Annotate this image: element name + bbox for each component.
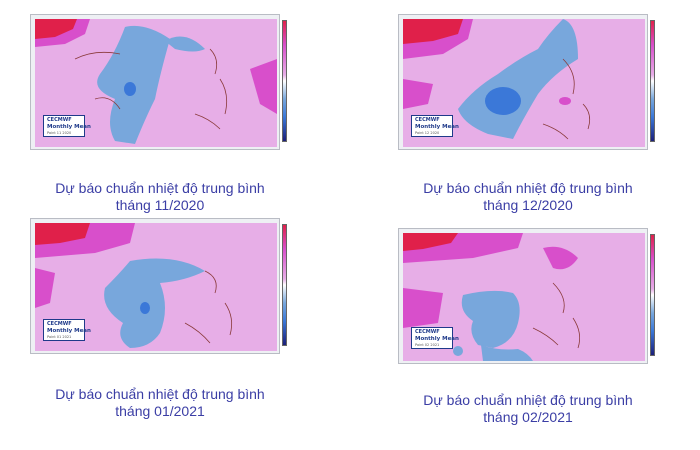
map-frame: CECMWF Monthly Mean Point 01 2021 xyxy=(30,218,280,354)
map-frame: CECMWF Monthly Mean Point 11 2020 xyxy=(30,14,280,150)
legend-subtitle: Point 01 2021 xyxy=(47,335,72,339)
ecmwf-logo: CECMWF xyxy=(47,117,72,123)
caption-nov-2020: Dự báo chuẩn nhiệt độ trung bình tháng 1… xyxy=(30,180,290,214)
legend-subtitle: Point 11 2020 xyxy=(47,131,72,135)
legend-title: Monthly Mean xyxy=(47,328,91,334)
caption-line-1: Dự báo chuẩn nhiệt độ trung bình xyxy=(423,180,633,196)
temperature-colorbar xyxy=(282,224,287,346)
caption-dec-2020: Dự báo chuẩn nhiệt độ trung bình tháng 1… xyxy=(398,180,658,214)
legend-box: CECMWF Monthly Mean Point 01 2021 xyxy=(43,319,91,341)
legend-subtitle: Point 02 2021 xyxy=(415,343,440,347)
caption-feb-2021: Dự báo chuẩn nhiệt độ trung bình tháng 0… xyxy=(398,392,658,426)
temperature-colorbar xyxy=(650,234,655,356)
caption-line-2: tháng 02/2021 xyxy=(483,409,573,425)
map-frame: CECMWF Monthly Mean Point 12 2020 xyxy=(398,14,648,150)
caption-line-2: tháng 01/2021 xyxy=(115,403,205,419)
map-panel-nov-2020: CECMWF Monthly Mean Point 11 2020 xyxy=(30,14,290,150)
caption-line-1: Dự báo chuẩn nhiệt độ trung bình xyxy=(55,386,265,402)
caption-line-1: Dự báo chuẩn nhiệt độ trung bình xyxy=(423,392,633,408)
caption-line-2: tháng 11/2020 xyxy=(115,197,205,213)
legend-title: Monthly Mean xyxy=(415,336,459,342)
caption-jan-2021: Dự báo chuẩn nhiệt độ trung bình tháng 0… xyxy=(30,386,290,420)
legend-box: CECMWF Monthly Mean Point 12 2020 xyxy=(411,115,459,137)
temperature-map xyxy=(403,19,645,147)
map-panel-dec-2020: CECMWF Monthly Mean Point 12 2020 xyxy=(398,14,658,150)
temperature-colorbar xyxy=(282,20,287,142)
legend-box: CECMWF Monthly Mean Point 11 2020 xyxy=(43,115,91,137)
map-panel-feb-2021: CECMWF Monthly Mean Point 02 2021 xyxy=(398,228,658,364)
legend-title: Monthly Mean xyxy=(47,124,91,130)
temperature-map xyxy=(35,223,277,351)
map-frame: CECMWF Monthly Mean Point 02 2021 xyxy=(398,228,648,364)
ecmwf-logo: CECMWF xyxy=(47,321,72,327)
map-panel-jan-2021: CECMWF Monthly Mean Point 01 2021 xyxy=(30,218,290,354)
caption-line-2: tháng 12/2020 xyxy=(483,197,573,213)
temperature-colorbar xyxy=(650,20,655,142)
legend-subtitle: Point 12 2020 xyxy=(415,131,440,135)
caption-line-1: Dự báo chuẩn nhiệt độ trung bình xyxy=(55,180,265,196)
legend-box: CECMWF Monthly Mean Point 02 2021 xyxy=(411,327,459,349)
ecmwf-logo: CECMWF xyxy=(415,117,440,123)
legend-title: Monthly Mean xyxy=(415,124,459,130)
ecmwf-logo: CECMWF xyxy=(415,329,440,335)
